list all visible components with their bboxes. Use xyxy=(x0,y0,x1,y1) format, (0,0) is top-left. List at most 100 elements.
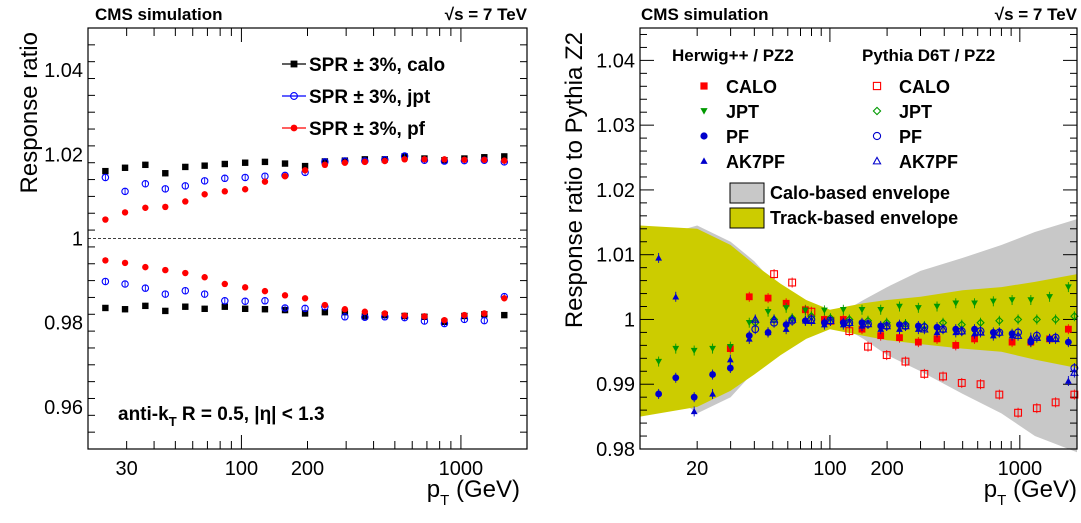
jpt-herwig-p-point xyxy=(933,303,941,310)
right-data-points xyxy=(655,252,1079,418)
ak7pf-herwig-p-point xyxy=(1064,377,1072,384)
spr-3-pf-point xyxy=(201,191,208,198)
jpt-pythia-d-point xyxy=(1032,315,1042,324)
spr-3-calo-point xyxy=(301,162,309,170)
calo-pythia-d-point xyxy=(920,369,929,378)
spr-3-pf-point xyxy=(121,209,129,216)
spr-3-pf-point xyxy=(102,216,109,223)
x-tick-label: 100 xyxy=(813,458,846,480)
jpt-herwig-p-point xyxy=(1064,284,1072,291)
spr-3-pf-point xyxy=(162,203,169,211)
legend-marker-pf xyxy=(872,131,882,141)
x-tick-label: 200 xyxy=(870,458,903,480)
legend-marker-jpt xyxy=(872,106,882,116)
jpt-herwig-p-point xyxy=(801,307,809,314)
spr-3-calo-point xyxy=(241,305,249,313)
ak7pf-pythia-d-point xyxy=(938,324,948,333)
left-axis-ticks: 30 100 200 1000 0.96 0.98 1 1.02 1.04 xyxy=(44,27,528,480)
ak7pf-pythia-d-point xyxy=(1032,333,1042,341)
legend-label-jpt: JPT xyxy=(899,102,932,122)
spr-3-pf-point xyxy=(281,292,289,299)
jpt-herwig-p-point xyxy=(655,358,663,365)
legend-label-calo-based-envelope: Calo-based envelope xyxy=(770,183,950,203)
calo-herwig-p-point xyxy=(914,338,922,346)
spr-3-pf-point xyxy=(401,312,408,319)
jpt-pythia-d-point xyxy=(1051,315,1060,324)
spr-3-calo-point xyxy=(182,163,189,171)
spr-3-calo-point xyxy=(501,311,508,319)
right-y-axis-label: Response ratio to Pythia Z2 xyxy=(561,32,588,328)
spr-3-calo-point xyxy=(142,302,149,310)
spr-3-jpt-point xyxy=(221,297,229,305)
calo-herwig-p-point xyxy=(933,335,941,343)
spr-3-calo-point xyxy=(261,306,269,313)
spr-3-jpt-point xyxy=(161,290,170,298)
jpt-herwig-p-point xyxy=(709,345,716,353)
jpt-pythia-d-point xyxy=(1013,315,1023,324)
legend-header-pythia: Pythia D6T / PZ2 xyxy=(862,46,995,65)
jpt-herwig-p-point xyxy=(690,347,698,354)
calo-pythia-d-point xyxy=(901,357,910,366)
spr-3-calo-point xyxy=(162,170,169,177)
spr-3-calo-point xyxy=(241,159,249,166)
ak7pf-herwig-p-point xyxy=(933,329,941,336)
spr-3-jpt-point xyxy=(241,173,249,182)
calo-herwig-p-point xyxy=(745,293,753,301)
legend-marker-ak7pf xyxy=(700,157,708,164)
ak7pf-herwig-p-point xyxy=(709,390,716,397)
x-tick-label: 20 xyxy=(686,458,708,480)
spr-3-pf-point xyxy=(182,198,189,205)
y-tick-label: 1.01 xyxy=(596,245,635,267)
ak7pf-pythia-d-point xyxy=(901,321,910,330)
jpt-herwig-p-point xyxy=(1008,297,1016,304)
jpt-herwig-p-point xyxy=(764,308,772,316)
spr-3-calo-point xyxy=(221,160,229,168)
spr-3-calo-point xyxy=(261,158,269,166)
left-chart-panel: CMS simulation √s = 7 TeV 30 100 200 1000 0.… xyxy=(16,5,528,509)
spr-3-pf-point xyxy=(381,310,389,317)
jpt-herwig-p-point xyxy=(1046,294,1054,301)
legend-swatch-track-based-envelope xyxy=(729,207,765,229)
calo-herwig-p-point xyxy=(971,335,978,343)
spr-3-jpt-point xyxy=(181,182,190,190)
ak7pf-herwig-p-point xyxy=(821,321,828,328)
x-tick-label: 1000 xyxy=(998,458,1043,480)
left-header-left: CMS simulation xyxy=(95,5,223,24)
spr-3-pf-point xyxy=(341,159,349,166)
spr-3-pf-point xyxy=(481,156,488,163)
spr-3-pf-point xyxy=(321,161,329,169)
jpt-herwig-p-point xyxy=(821,307,828,314)
calo-pythia-d-point xyxy=(1014,408,1023,417)
calo-pythia-d-point xyxy=(976,380,985,389)
spr-3-jpt-point xyxy=(480,316,489,325)
legend-label-jpt: JPT xyxy=(726,102,759,122)
ak7pf-herwig-p-point xyxy=(745,335,753,342)
spr-3-pf-point xyxy=(481,310,488,317)
spr-3-pf-point xyxy=(221,280,229,288)
spr-3-jpt-point xyxy=(181,286,190,295)
spr-3-pf-point xyxy=(142,204,149,211)
spr-3-jpt-point xyxy=(121,280,129,288)
calo-herwig-p-point xyxy=(764,294,772,302)
x-tick-label: 100 xyxy=(225,458,258,480)
spr-3-calo-point xyxy=(142,161,149,169)
jpt-herwig-p-point xyxy=(896,303,903,310)
spr-3-jpt-point xyxy=(101,173,110,182)
ak7pf-pythia-d-point xyxy=(1051,334,1060,343)
right-header-right: √s = 7 TeV xyxy=(995,5,1078,24)
spr-3-pf-point xyxy=(381,157,389,165)
calo-herwig-p-point xyxy=(1008,338,1016,346)
spr-3-pf-point xyxy=(401,156,408,163)
ak7pf-pythia-d-point xyxy=(787,314,797,323)
ak7pf-herwig-p-point xyxy=(1027,334,1035,341)
spr-3-jpt-point xyxy=(161,185,170,193)
jpt-herwig-p-point xyxy=(1027,297,1035,304)
ak7pf-herwig-p-point xyxy=(971,330,978,337)
left-y-axis-label: Response ratio xyxy=(16,32,43,193)
pf-herwig-p-point xyxy=(690,393,698,401)
jpt-herwig-p-point xyxy=(782,305,790,312)
calo-pythia-d-point xyxy=(1032,404,1041,413)
spr-3-pf-point xyxy=(421,313,428,320)
spr-3-jpt-point xyxy=(101,277,110,286)
pf-herwig-p-point xyxy=(655,390,663,398)
